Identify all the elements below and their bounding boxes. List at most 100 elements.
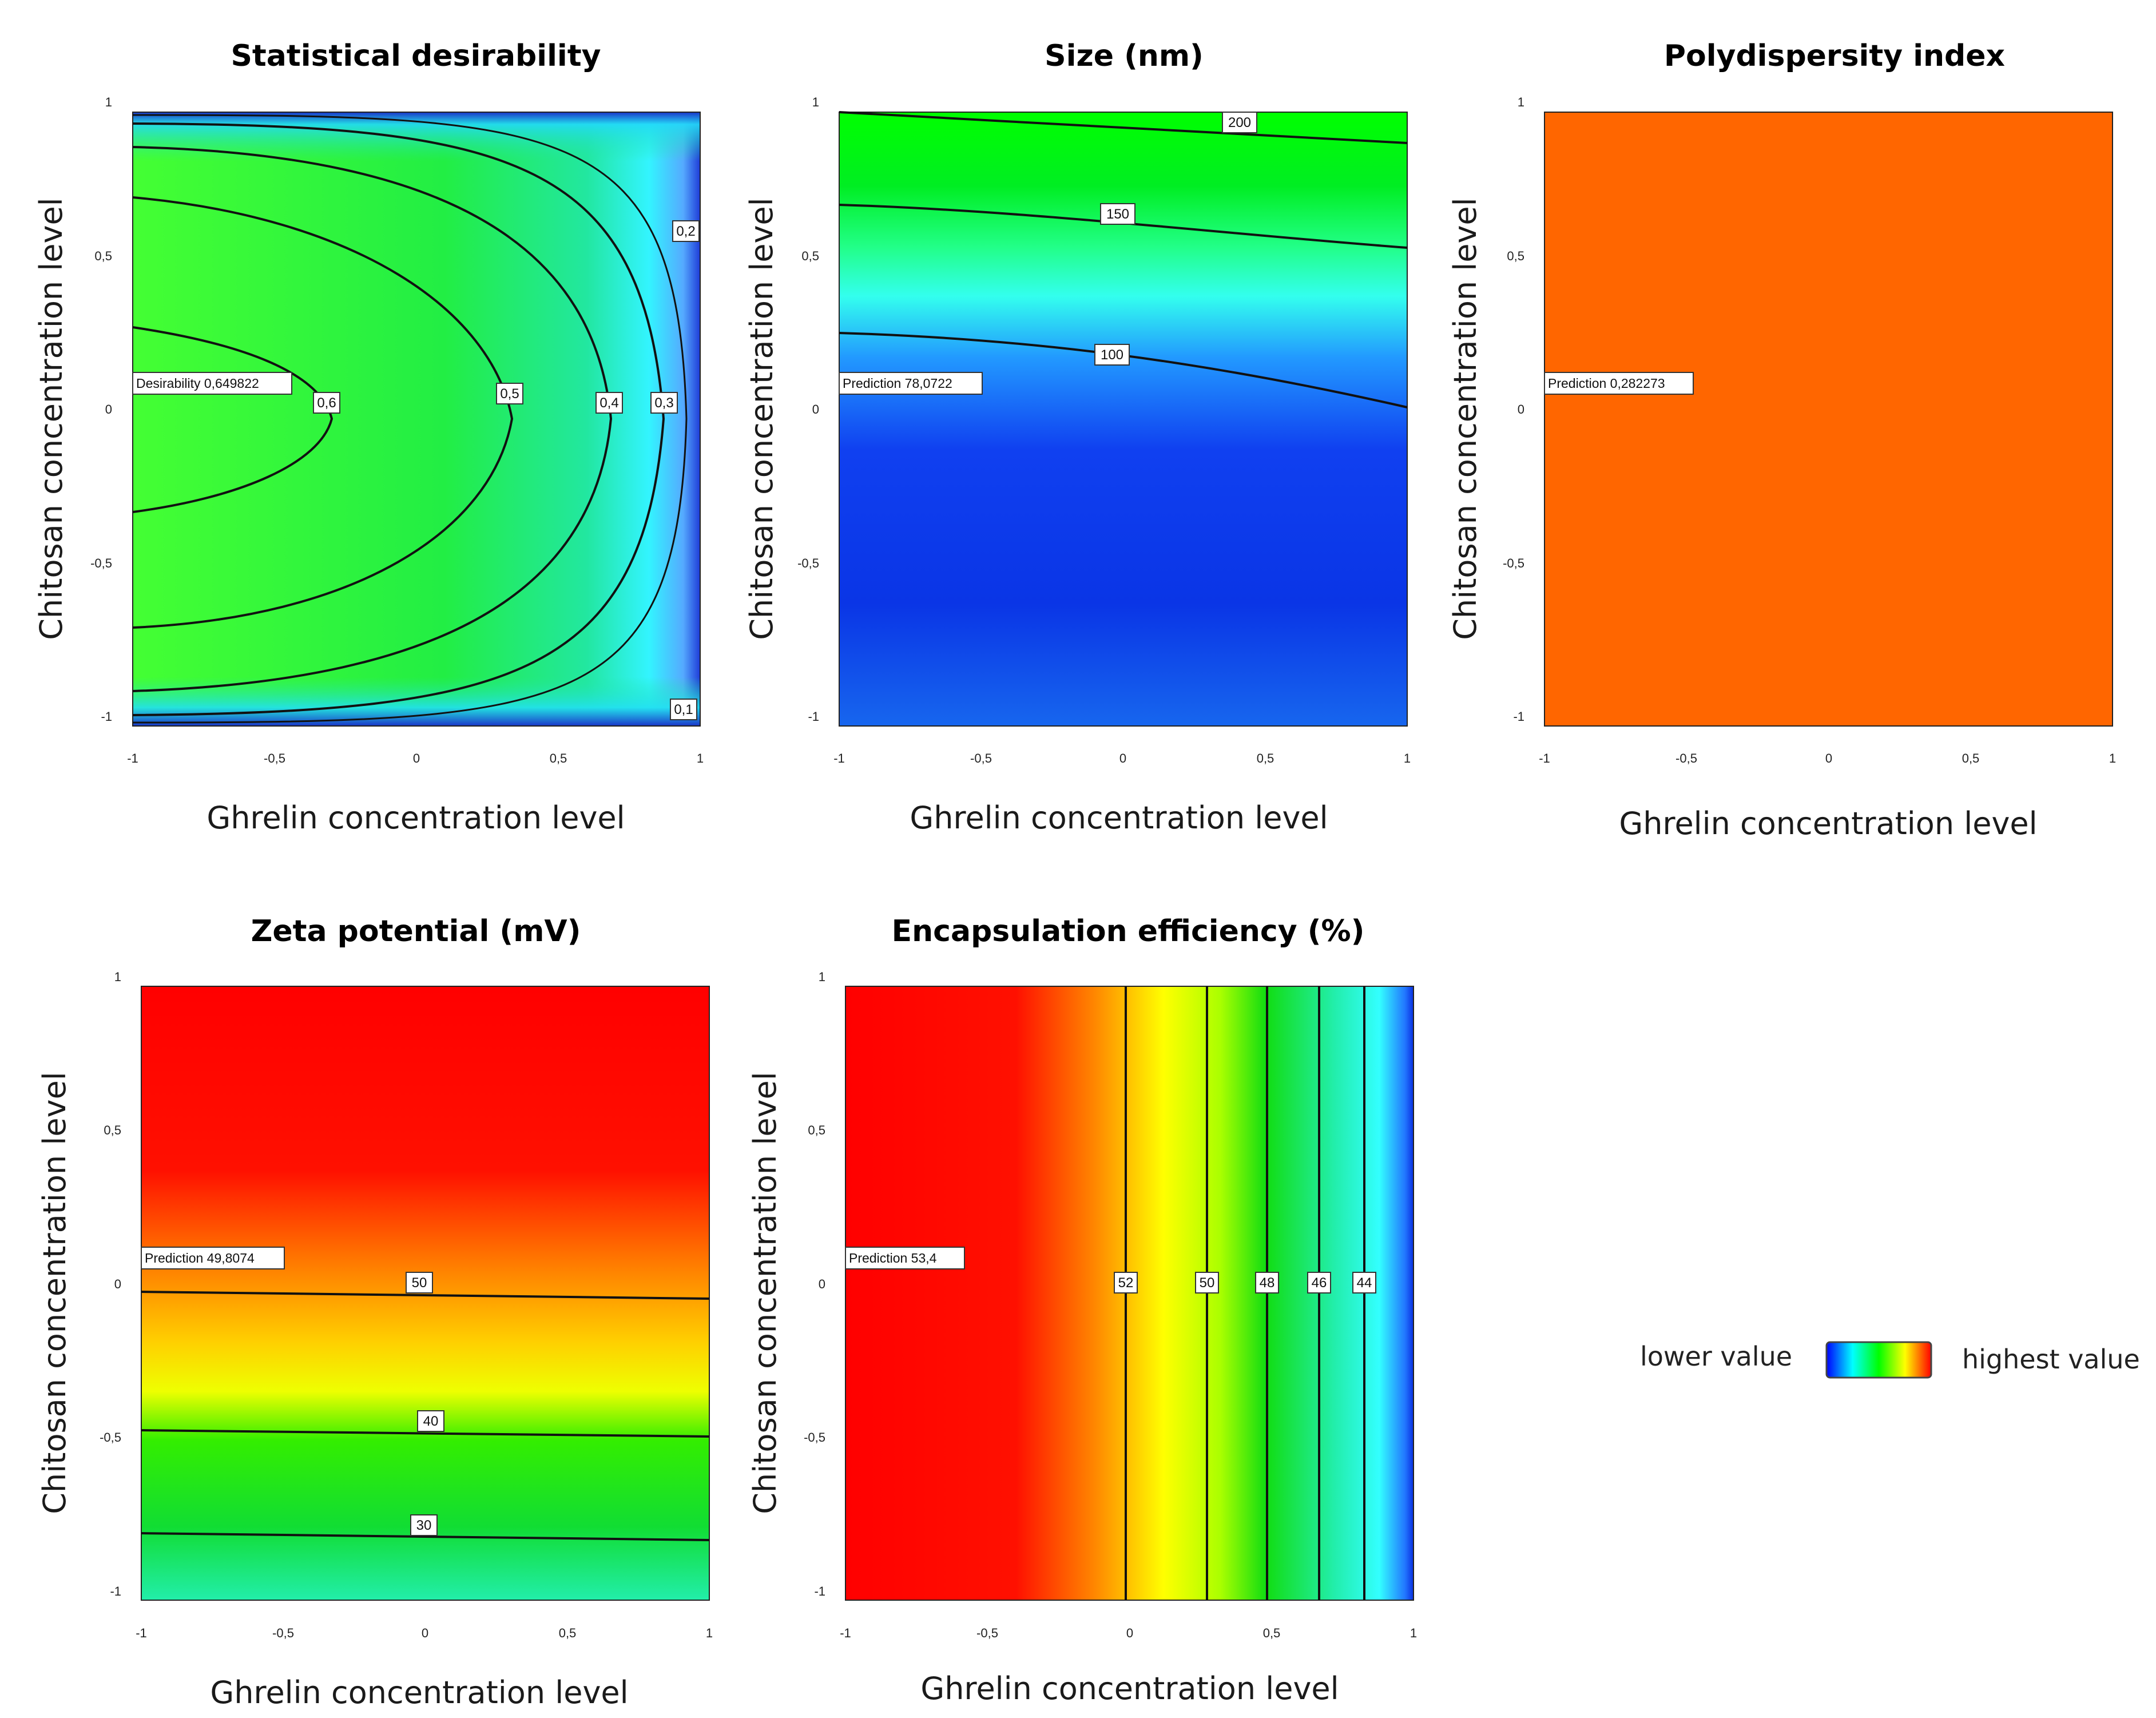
contour-line-50 [141,1291,710,1300]
x-tick: 0,5 [1263,1626,1281,1640]
x-ticks: -1 -0,5 0 0,5 1 [136,1626,713,1640]
contour-label-50: 50 [406,1272,433,1294]
y-axis-label: Chitosan concentration level [1447,197,1483,640]
x-tick: 0 [1825,751,1832,765]
prediction-flag: Prediction 0,282273 [1544,372,1694,395]
y-ticks: -1 -0,5 0 0,5 1 [804,970,825,1598]
y-tick: 0 [114,1277,121,1291]
y-tick: -1 [1513,709,1524,724]
y-tick: -1 [808,709,819,724]
x-tick: 1 [1410,1626,1417,1640]
x-axis-label: Ghrelin concentration level [910,800,1328,836]
legend-color-bar [1825,1341,1932,1379]
contour-label-0.4: 0,4 [595,392,623,414]
y-tick: 0 [105,402,112,416]
x-tick: -1 [833,751,845,765]
contour-label-text: 0,3 [654,395,673,411]
y-tick: 1 [812,95,819,109]
heatmap-edge-shade [133,112,700,726]
x-tick: 0,5 [1962,751,1980,765]
contour-label-text: 46 [1312,1275,1327,1291]
x-tick: 1 [697,751,704,765]
contour-label-50: 50 [1195,1272,1219,1294]
contour-label-text: 50 [412,1275,427,1291]
contour-label-text: 40 [423,1414,439,1429]
contour-line-0.5 [132,196,514,629]
legend-high-label: highest value [1962,1344,2140,1375]
y-tick: 0,5 [94,249,112,263]
y-tick: -0,5 [100,1430,121,1445]
x-axis-label: Ghrelin concentration level [920,1671,1339,1707]
contour-label-0.1: 0,1 [670,699,697,720]
x-tick: 0,5 [559,1626,577,1640]
contour-label-200: 200 [1222,112,1257,133]
y-tick: 0 [812,402,819,416]
contour-label-100: 100 [1094,344,1130,366]
color-legend: lower value highest value [1640,1341,2140,1379]
y-tick: -0,5 [90,556,112,570]
contour-label-44: 44 [1352,1272,1376,1294]
contour-label-text: 100 [1101,347,1123,363]
x-tick: 0,5 [550,751,567,765]
chart-title: Polydispersity index [1664,39,2005,73]
y-tick: 0 [819,1277,825,1291]
x-tick: 0 [1119,751,1126,765]
contour-label-150: 150 [1100,203,1135,225]
contour-line-40 [141,1429,710,1438]
x-axis-label: Ghrelin concentration level [1619,806,2037,842]
prediction-flag: Prediction 78,0722 [839,372,983,395]
y-ticks: -1 -0,5 0 0,5 1 [90,95,112,724]
y-tick: -1 [814,1584,825,1598]
plot-frame [141,986,710,1601]
plot-frame [132,112,701,727]
plot-frame [845,986,1414,1601]
x-tick: 0 [422,1626,428,1640]
y-ticks: -1 -0,5 0 0,5 1 [100,970,121,1598]
contour-label-text: 50 [1200,1275,1215,1291]
panel-zeta: Zeta potential (mV) 50 40 30 Prediction … [37,914,713,1711]
x-tick: -1 [1539,751,1550,765]
y-tick: 1 [114,970,121,984]
y-tick: -1 [101,709,112,724]
x-ticks: -1 -0,5 0 0,5 1 [127,751,704,765]
y-ticks: -1 -0,5 0 0,5 1 [797,95,819,724]
y-axis-label: Chitosan concentration level [33,197,69,640]
x-tick: -0,5 [976,1626,998,1640]
heatmap-fill [1544,112,2113,726]
y-tick: 0,5 [808,1123,825,1137]
y-axis-label: Chitosan concentration level [747,1072,783,1514]
contour-label-text: 150 [1106,207,1129,222]
contour-label-0.5: 0,5 [496,383,523,404]
chart-title: Zeta potential (mV) [251,914,581,949]
x-tick: 0,5 [1257,751,1274,765]
y-axis-label: Chitosan concentration level [37,1072,73,1514]
contour-label-0.3: 0,3 [650,392,678,414]
x-tick: -0,5 [970,751,992,765]
x-ticks: -1 -0,5 0 0,5 1 [833,751,1411,765]
plot-frame [1544,112,2113,727]
contour-label-30: 30 [410,1514,438,1536]
contour-label-48: 48 [1255,1272,1279,1294]
x-tick: 1 [2109,751,2116,765]
contour-label-0.6: 0,6 [313,392,340,414]
contour-label-text: 48 [1260,1275,1275,1291]
contour-label-0.2: 0,2 [672,220,700,242]
x-axis-label: Ghrelin concentration level [207,800,625,836]
contour-label-text: 0,1 [674,702,693,717]
contour-line-200 [839,111,1408,144]
contour-line-30 [141,1532,710,1541]
contour-label-text: 0,2 [676,224,695,239]
x-tick: -1 [840,1626,851,1640]
panel-pdi: Polydispersity index Prediction 0,282273… [1447,39,2116,842]
y-tick: 1 [819,970,825,984]
x-tick: -0,5 [264,751,285,765]
y-tick: -0,5 [797,556,819,570]
chart-title: Statistical desirability [231,39,601,73]
contour-label-text: 44 [1357,1275,1372,1291]
y-tick: 1 [1518,95,1524,109]
y-tick: 1 [105,95,112,109]
prediction-label: Prediction 49,8074 [145,1251,255,1265]
panel-ee: Encapsulation efficiency (%) 52 50 48 46… [747,914,1417,1707]
x-tick: -1 [136,1626,147,1640]
x-tick: 0 [413,751,420,765]
